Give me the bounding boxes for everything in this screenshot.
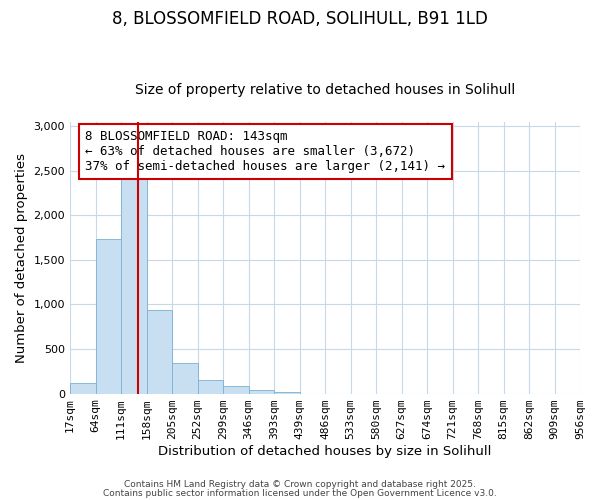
Y-axis label: Number of detached properties: Number of detached properties bbox=[15, 152, 28, 362]
Text: 8, BLOSSOMFIELD ROAD, SOLIHULL, B91 1LD: 8, BLOSSOMFIELD ROAD, SOLIHULL, B91 1LD bbox=[112, 10, 488, 28]
Text: Contains HM Land Registry data © Crown copyright and database right 2025.: Contains HM Land Registry data © Crown c… bbox=[124, 480, 476, 489]
Text: Contains public sector information licensed under the Open Government Licence v3: Contains public sector information licen… bbox=[103, 488, 497, 498]
Bar bbox=[197, 380, 223, 394]
Bar bbox=[223, 386, 248, 394]
Title: Size of property relative to detached houses in Solihull: Size of property relative to detached ho… bbox=[135, 83, 515, 97]
X-axis label: Distribution of detached houses by size in Solihull: Distribution of detached houses by size … bbox=[158, 444, 492, 458]
Bar bbox=[248, 390, 274, 394]
Bar bbox=[70, 383, 95, 394]
Text: 8 BLOSSOMFIELD ROAD: 143sqm
← 63% of detached houses are smaller (3,672)
37% of : 8 BLOSSOMFIELD ROAD: 143sqm ← 63% of det… bbox=[85, 130, 445, 173]
Bar bbox=[274, 392, 299, 394]
Bar bbox=[121, 178, 146, 394]
Bar bbox=[172, 364, 197, 394]
Bar bbox=[146, 310, 172, 394]
Bar bbox=[95, 240, 121, 394]
